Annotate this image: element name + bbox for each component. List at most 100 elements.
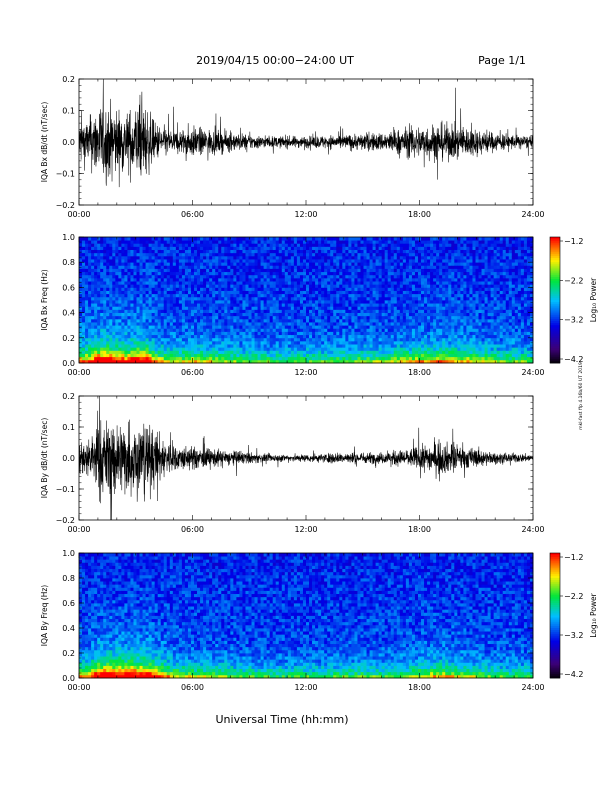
heatmap-cell: [408, 252, 413, 257]
heatmap-cell: [393, 262, 398, 266]
heatmap-cell: [151, 309, 156, 313]
heatmap-cell: [248, 309, 252, 313]
heatmap-cell: [302, 331, 307, 336]
heatmap-cell: [209, 287, 213, 291]
heatmap-cell: [221, 262, 225, 266]
heatmap-cell: [345, 309, 349, 313]
heatmap-cell: [206, 237, 210, 241]
heatmap-cell: [169, 350, 174, 354]
heatmap-cell: [133, 331, 137, 336]
heatmap-cell: [351, 262, 355, 266]
heatmap-cell: [427, 359, 431, 364]
heatmap-cell: [360, 240, 364, 244]
heatmap-cell: [393, 328, 398, 332]
heatmap-cell: [439, 246, 443, 250]
heatmap-cell: [378, 243, 383, 247]
heatmap-cell: [309, 271, 313, 276]
heatmap-cell: [290, 268, 295, 273]
heatmap-cell: [330, 347, 334, 351]
heatmap-cell: [206, 306, 210, 310]
heatmap-cell: [175, 277, 180, 282]
heatmap-cell: [227, 359, 231, 364]
heatmap-cell: [266, 281, 271, 285]
heatmap-cell: [378, 347, 383, 351]
heatmap-cell: [366, 240, 370, 244]
heatmap-cell: [88, 240, 92, 244]
heatmap-cell: [127, 353, 131, 358]
heatmap-cell: [390, 322, 395, 326]
heatmap-cell: [342, 344, 346, 348]
heatmap-cell: [360, 268, 364, 273]
heatmap-cell: [327, 318, 331, 323]
heatmap-cell: [245, 347, 249, 351]
heatmap-cell: [375, 350, 380, 354]
heatmap-cell: [82, 340, 86, 345]
heatmap-cell: [112, 312, 116, 317]
heatmap-cell: [442, 284, 446, 288]
heatmap-cell: [414, 296, 419, 301]
heatmap-cell: [151, 334, 156, 339]
heatmap-cell: [239, 300, 243, 304]
heatmap-cell: [342, 322, 346, 326]
heatmap-cell: [151, 344, 156, 348]
heatmap-cell: [209, 293, 213, 298]
heatmap-cell: [139, 306, 143, 310]
heatmap-cell: [366, 300, 370, 304]
heatmap-cell: [306, 318, 310, 323]
heatmap-cell: [357, 347, 361, 351]
heatmap-cell: [118, 246, 122, 250]
heatmap-cell: [442, 240, 446, 244]
heatmap-cell: [257, 293, 261, 298]
heatmap-cell: [181, 252, 186, 257]
heatmap-cell: [145, 249, 150, 254]
heatmap-cell: [372, 337, 377, 342]
heatmap-cell: [387, 344, 392, 348]
heatmap-cell: [233, 268, 237, 273]
heatmap-cell: [269, 312, 274, 317]
heatmap-cell: [327, 356, 331, 361]
heatmap-cell: [278, 243, 283, 247]
heatmap-cell: [142, 350, 146, 354]
heatmap-cell: [133, 353, 137, 358]
heatmap-cell: [275, 344, 280, 348]
heatmap-cell: [139, 293, 143, 298]
heatmap-cell: [79, 284, 83, 288]
heatmap-cell: [290, 325, 295, 329]
heatmap-cell: [88, 274, 92, 279]
heatmap-cell: [239, 249, 243, 254]
heatmap-cell: [405, 287, 410, 291]
heatmap-cell: [439, 340, 443, 345]
heatmap-cell: [227, 271, 231, 276]
heatmap-cell: [85, 353, 89, 358]
heatmap-cell: [224, 322, 228, 326]
heatmap-cell: [293, 347, 298, 351]
heatmap-cell: [342, 312, 346, 317]
heatmap-cell: [442, 315, 446, 320]
heatmap-cell: [239, 240, 243, 244]
heatmap-cell: [91, 328, 95, 332]
heatmap-cell: [194, 344, 198, 348]
heatmap-cell: [239, 284, 243, 288]
heatmap-cell: [372, 340, 377, 345]
heatmap-cell: [281, 277, 286, 282]
heatmap-cell: [121, 274, 125, 279]
heatmap-cell: [396, 240, 401, 244]
heatmap-cell: [387, 322, 392, 326]
heatmap-cell: [130, 322, 134, 326]
heatmap-cell: [106, 287, 110, 291]
heatmap-cell: [190, 312, 195, 317]
heatmap-cell: [100, 331, 104, 336]
heatmap-cell: [197, 334, 201, 339]
heatmap-cell: [387, 287, 392, 291]
heatmap-cell: [372, 353, 377, 358]
heatmap-cell: [212, 300, 216, 304]
heatmap-cell: [333, 334, 337, 339]
heatmap-cell: [154, 284, 159, 288]
heatmap-cell: [315, 252, 319, 257]
heatmap-cell: [384, 249, 389, 254]
heatmap-cell: [354, 265, 358, 269]
heatmap-cell: [421, 246, 425, 250]
heatmap-cell: [112, 268, 116, 273]
heatmap-cell: [187, 243, 192, 247]
heatmap-cell: [330, 249, 334, 254]
